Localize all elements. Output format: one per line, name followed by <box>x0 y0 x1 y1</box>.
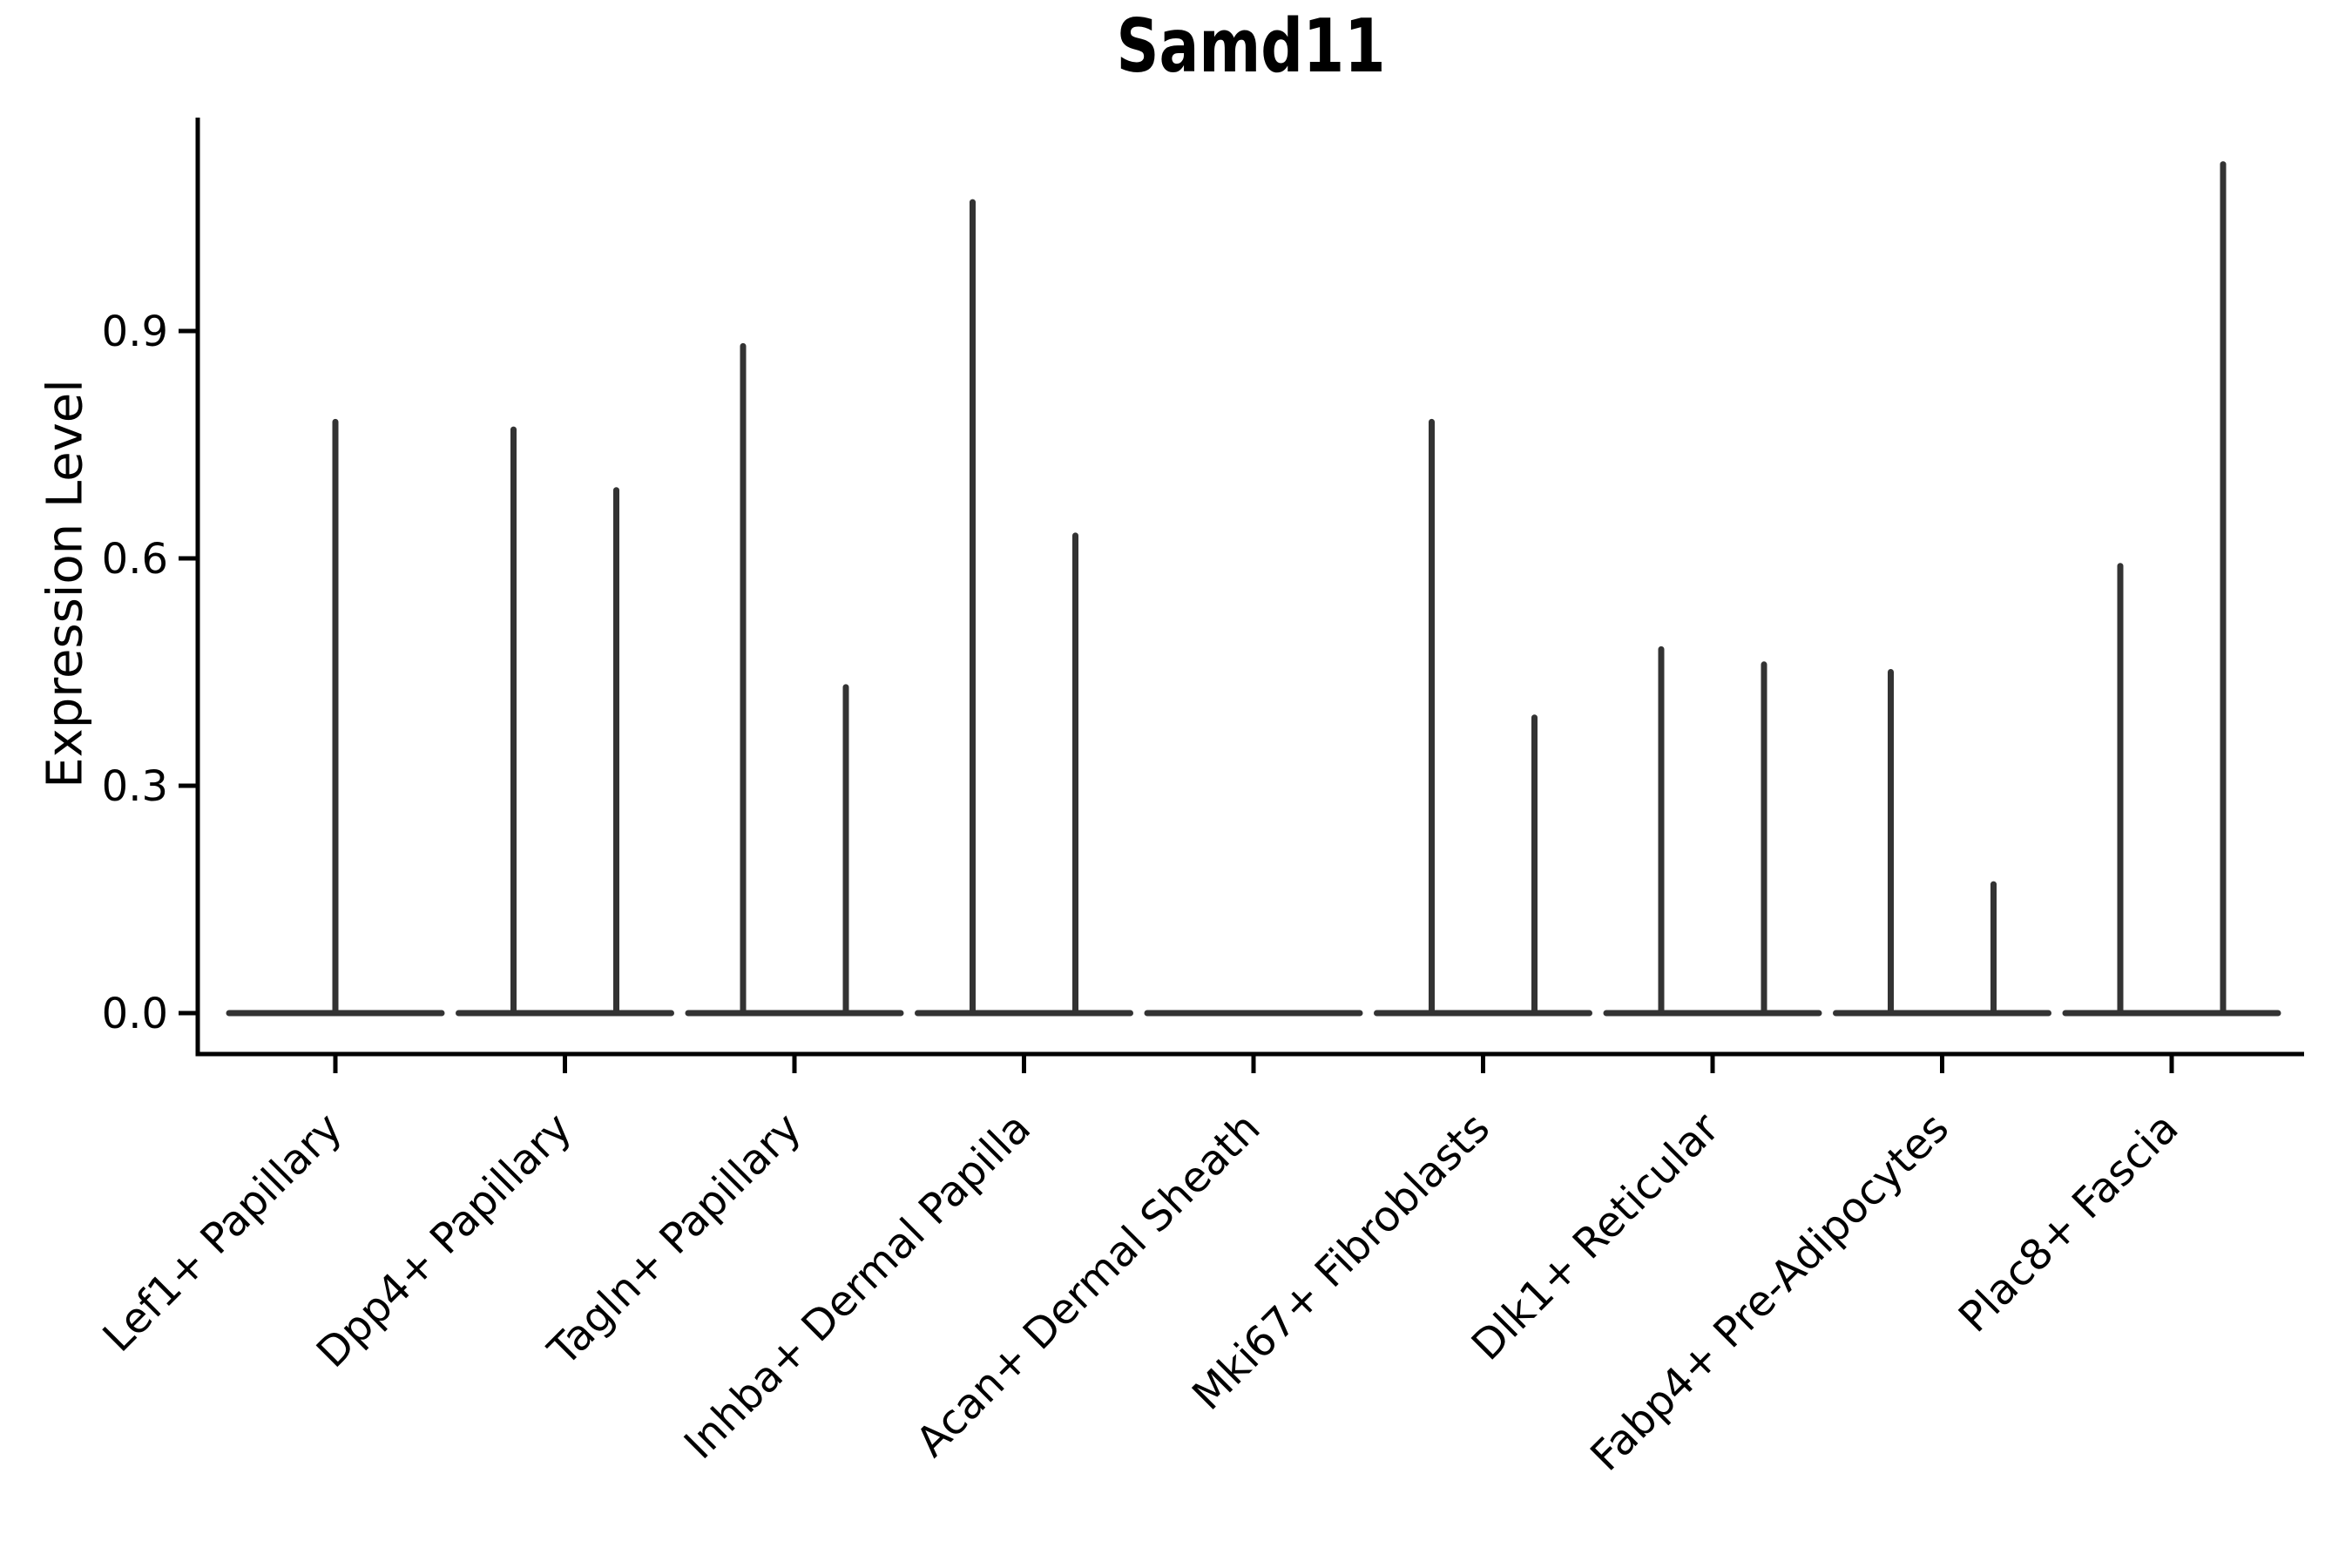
x-category-label: Dpp4+ Papillary <box>308 1104 581 1377</box>
x-category-label: Plac8+ Fascia <box>1950 1104 2188 1342</box>
y-tick-label: 0.9 <box>102 308 168 356</box>
x-category-label: Dlk1+ Reticular <box>1463 1104 1729 1370</box>
y-tick-label: 0.3 <box>102 762 168 811</box>
y-tick-label: 0.6 <box>102 535 168 584</box>
x-category-label: Lef1+ Papillary <box>94 1104 352 1362</box>
x-category-label: Tagln+ Papillary <box>538 1104 810 1375</box>
chart-title: Samd11 <box>1116 3 1386 90</box>
y-tick-label: 0.0 <box>102 990 168 1038</box>
